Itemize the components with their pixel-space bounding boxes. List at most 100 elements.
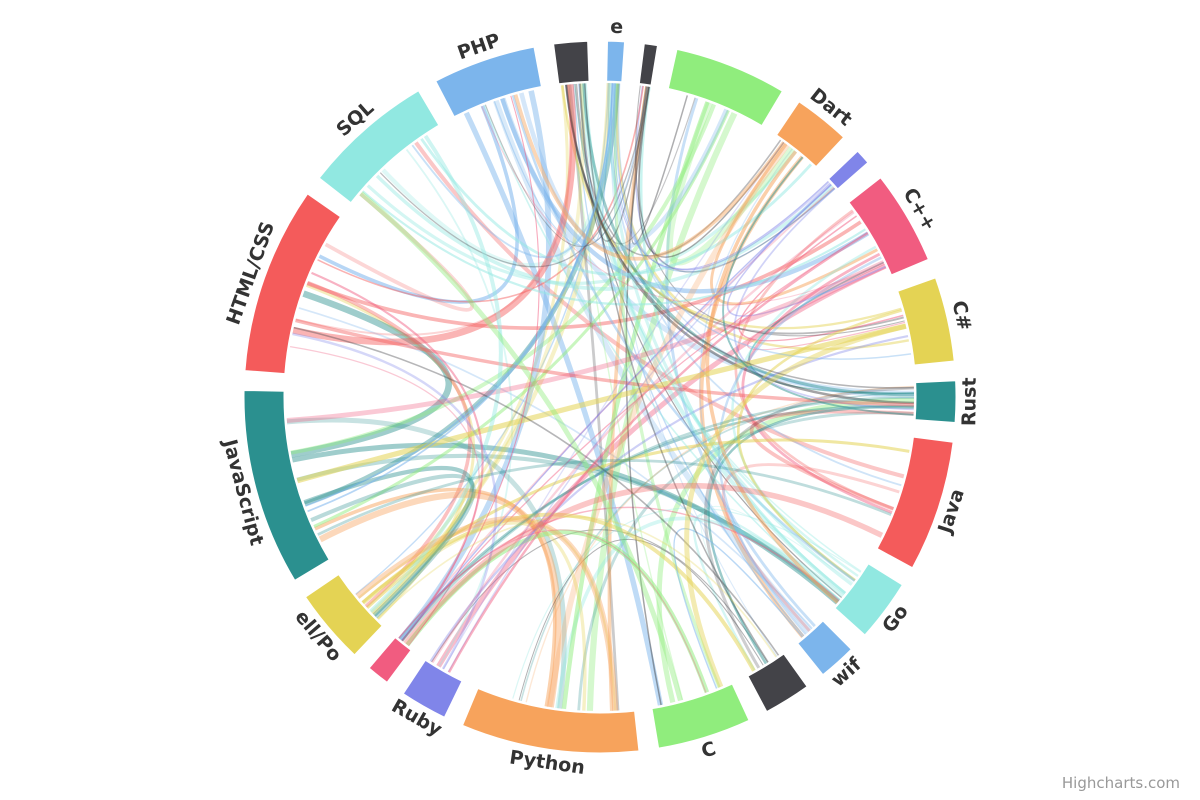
- link-147[interactable]: [310, 473, 476, 619]
- link-4[interactable]: [692, 512, 841, 671]
- node-arc-c-3[interactable]: [897, 277, 955, 366]
- link-10[interactable]: [734, 209, 894, 510]
- link-128[interactable]: [311, 271, 484, 642]
- link-124[interactable]: [610, 83, 829, 270]
- link-74[interactable]: [512, 507, 861, 699]
- link-90[interactable]: [500, 97, 870, 294]
- node-arc-sql-16[interactable]: [318, 90, 440, 204]
- link-109[interactable]: [673, 527, 804, 689]
- link-33[interactable]: [306, 280, 472, 608]
- link-0[interactable]: [291, 442, 840, 605]
- link-108[interactable]: [379, 86, 649, 268]
- link-12[interactable]: [305, 283, 475, 620]
- node-arc-rust-4[interactable]: [914, 380, 957, 423]
- link-118[interactable]: [573, 83, 862, 573]
- node-arc-go-6[interactable]: [834, 563, 904, 636]
- link-92[interactable]: [420, 138, 813, 276]
- link-56[interactable]: [746, 266, 906, 351]
- link-18[interactable]: [580, 83, 859, 577]
- link-99[interactable]: [638, 86, 785, 258]
- link-145[interactable]: [377, 515, 777, 658]
- link-35[interactable]: [607, 83, 902, 487]
- link-132[interactable]: [317, 459, 892, 536]
- node-arc-ruby-11[interactable]: [402, 659, 463, 718]
- link-83[interactable]: [575, 83, 782, 257]
- link-13[interactable]: [296, 453, 840, 603]
- link-54[interactable]: [313, 109, 730, 528]
- link-55[interactable]: [286, 417, 567, 709]
- link-25[interactable]: [493, 99, 812, 633]
- link-64[interactable]: [520, 392, 915, 702]
- link-88[interactable]: [565, 84, 914, 405]
- link-17[interactable]: [635, 85, 830, 271]
- link-144[interactable]: [513, 94, 786, 261]
- node-arc-php-17[interactable]: [435, 46, 542, 118]
- link-143[interactable]: [398, 529, 707, 693]
- link-40[interactable]: [582, 83, 847, 596]
- link-105[interactable]: [375, 174, 834, 291]
- link-137[interactable]: [403, 482, 884, 646]
- link-117[interactable]: [546, 143, 790, 708]
- node-arc-unlabeled-18[interactable]: [553, 40, 590, 85]
- node-arc-ell-po-13[interactable]: [304, 573, 383, 656]
- link-94[interactable]: [295, 318, 914, 407]
- link-102[interactable]: [361, 512, 756, 672]
- link-37[interactable]: [639, 86, 846, 595]
- link-57[interactable]: [625, 86, 662, 706]
- link-97[interactable]: [705, 150, 839, 604]
- link-123[interactable]: [431, 211, 855, 664]
- link-116[interactable]: [324, 192, 474, 312]
- link-53[interactable]: [398, 90, 552, 642]
- link-115[interactable]: [578, 83, 650, 242]
- node-arc-unlabeled-1[interactable]: [827, 150, 869, 190]
- link-61[interactable]: [738, 215, 904, 342]
- link-49[interactable]: [749, 409, 914, 511]
- link-69[interactable]: [318, 491, 562, 708]
- link-5[interactable]: [564, 84, 904, 335]
- link-65[interactable]: [700, 505, 854, 663]
- link-73[interactable]: [630, 86, 689, 245]
- link-111[interactable]: [609, 83, 778, 657]
- link-24[interactable]: [436, 263, 887, 668]
- link-114[interactable]: [722, 156, 914, 416]
- link-19[interactable]: [699, 155, 805, 638]
- link-106[interactable]: [447, 184, 832, 673]
- link-27[interactable]: [741, 252, 893, 514]
- link-148[interactable]: [616, 83, 831, 271]
- link-46[interactable]: [314, 487, 557, 707]
- link-129[interactable]: [442, 141, 785, 670]
- link-75[interactable]: [561, 85, 902, 330]
- link-101[interactable]: [292, 84, 577, 346]
- link-28[interactable]: [577, 411, 914, 711]
- link-104[interactable]: [286, 260, 885, 423]
- link-122[interactable]: [613, 83, 912, 360]
- link-8[interactable]: [401, 231, 868, 642]
- link-149[interactable]: [307, 83, 615, 513]
- link-7[interactable]: [574, 83, 842, 598]
- link-110[interactable]: [411, 83, 616, 259]
- node-arc-python-10[interactable]: [461, 687, 640, 754]
- link-44[interactable]: [721, 463, 900, 632]
- node-arc-html-css-15[interactable]: [244, 193, 342, 375]
- link-77[interactable]: [707, 405, 914, 665]
- link-60[interactable]: [289, 345, 480, 642]
- link-31[interactable]: [405, 149, 513, 668]
- link-93[interactable]: [737, 309, 903, 582]
- node-arc-unlabeled-8[interactable]: [747, 653, 808, 713]
- link-79[interactable]: [361, 438, 910, 604]
- link-78[interactable]: [317, 85, 644, 303]
- link-34[interactable]: [398, 506, 840, 639]
- link-67[interactable]: [733, 187, 914, 411]
- link-21[interactable]: [290, 290, 452, 458]
- link-96[interactable]: [717, 256, 882, 635]
- link-139[interactable]: [565, 84, 914, 389]
- link-121[interactable]: [365, 521, 587, 711]
- link-43[interactable]: [579, 83, 696, 245]
- link-58[interactable]: [703, 386, 914, 669]
- node-arc-c-2[interactable]: [848, 177, 929, 276]
- link-82[interactable]: [518, 538, 764, 701]
- link-66[interactable]: [613, 83, 836, 273]
- link-11[interactable]: [656, 397, 915, 704]
- link-72[interactable]: [561, 101, 710, 710]
- link-141[interactable]: [519, 92, 729, 252]
